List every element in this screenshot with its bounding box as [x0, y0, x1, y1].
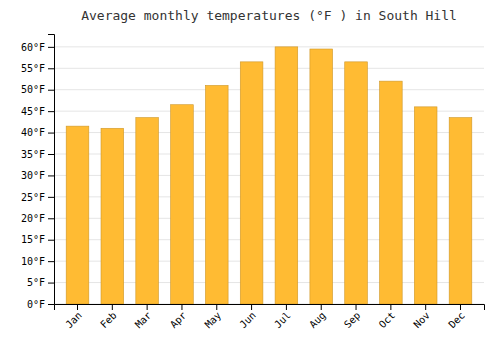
y-tick-mark	[48, 68, 54, 69]
y-tick: 40°F	[21, 127, 54, 138]
bar	[66, 126, 89, 304]
x-tick-label: Sep	[342, 310, 363, 331]
y-tick: 25°F	[21, 192, 54, 203]
x-tick-mark	[460, 304, 461, 310]
y-tick-label: 25°F	[21, 192, 45, 203]
y-tick: 60°F	[21, 42, 54, 53]
bar	[310, 49, 333, 304]
y-tick-mark	[48, 197, 54, 198]
y-tick-label: 30°F	[21, 170, 45, 181]
x-tick-label: Feb	[98, 310, 119, 331]
y-tick-mark	[48, 175, 54, 176]
y-tick-label: 0°F	[27, 299, 45, 310]
x-tick: Mar	[133, 304, 154, 330]
x-tick-label: Oct	[377, 310, 398, 331]
x-tick-mark	[112, 304, 113, 310]
x-tick: Apr	[168, 304, 189, 330]
x-tick-label: Mar	[133, 310, 154, 331]
bar	[205, 85, 228, 304]
x-tick: Dec	[446, 304, 467, 330]
y-tick-mark	[48, 261, 54, 262]
x-tick-label: Dec	[446, 310, 467, 331]
x-tick: Jul	[272, 304, 293, 330]
x-tick-mark	[147, 304, 148, 310]
y-tick: 0°F	[27, 299, 54, 310]
y-tick: 15°F	[21, 234, 54, 245]
y-tick: 35°F	[21, 149, 54, 160]
x-tick: Jan	[63, 304, 84, 330]
x-tick-label: Nov	[411, 310, 432, 331]
x-tick: Feb	[98, 304, 119, 330]
y-tick-mark	[48, 218, 54, 219]
x-tick: Sep	[342, 304, 363, 330]
y-tick: 55°F	[21, 63, 54, 74]
y-tick-label: 20°F	[21, 213, 45, 224]
y-tick-mark	[48, 47, 54, 48]
y-tick-label: 50°F	[21, 84, 45, 95]
y-tick-mark	[48, 133, 54, 134]
x-axis-line	[55, 305, 485, 311]
title: Average monthly temperatures (°F ) in So…	[81, 8, 457, 23]
y-axis: 0°F 5°F 10°F 15°F 20°F 25°F 30°F 35°F 40°F 45°F 50…	[21, 35, 55, 310]
bar	[380, 81, 403, 304]
x-axis: Jan Feb Mar Apr May Jun Jul Aug Sep Oct Nov Dec	[55, 304, 485, 330]
y-tick-mark	[48, 240, 54, 241]
x-tick-label: May	[203, 310, 224, 331]
x-tick-mark	[425, 304, 426, 310]
x-tick-mark	[390, 304, 391, 310]
y-tick: 30°F	[21, 170, 54, 181]
x-tick-label: Aug	[307, 310, 328, 331]
x-tick-mark	[77, 304, 78, 310]
bar	[449, 118, 472, 304]
x-tick-label: Jan	[63, 310, 84, 331]
x-tick: Nov	[411, 304, 432, 330]
y-axis-line	[48, 35, 55, 305]
y-tick: 5°F	[27, 277, 54, 288]
marks	[66, 47, 472, 304]
bar	[275, 47, 298, 304]
y-tick-mark	[48, 154, 54, 155]
grid	[54, 47, 484, 304]
y-tick-label: 5°F	[27, 277, 45, 288]
x-tick-mark	[251, 304, 252, 310]
x-tick-mark	[321, 304, 322, 310]
y-tick-mark	[48, 90, 54, 91]
bar	[136, 118, 159, 304]
x-tick: Aug	[307, 304, 328, 330]
y-tick-label: 40°F	[21, 127, 45, 138]
x-tick-mark	[286, 304, 287, 310]
grid-line	[54, 46, 484, 47]
y-tick-label: 15°F	[21, 234, 45, 245]
y-tick: 10°F	[21, 256, 54, 267]
grid-line	[54, 89, 484, 90]
x-tick-label: Jul	[272, 310, 293, 331]
x-tick-mark	[356, 304, 357, 310]
bar	[171, 105, 194, 304]
bar	[101, 128, 124, 304]
grid-line	[54, 68, 484, 69]
y-tick-mark	[48, 111, 54, 112]
y-tick-label: 60°F	[21, 42, 45, 53]
y-tick: 20°F	[21, 213, 54, 224]
x-tick-label: Jun	[237, 310, 258, 331]
y-tick-mark	[48, 304, 54, 305]
x-tick: May	[203, 304, 224, 330]
x-tick-mark	[216, 304, 217, 310]
bar	[414, 107, 437, 304]
y-tick-label: 35°F	[21, 149, 45, 160]
y-tick-label: 10°F	[21, 256, 45, 267]
y-tick: 50°F	[21, 84, 54, 95]
y-tick-label: 45°F	[21, 106, 45, 117]
x-tick-mark	[181, 304, 182, 310]
y-tick-label: 55°F	[21, 63, 45, 74]
y-tick-mark	[48, 283, 54, 284]
x-tick-label: Apr	[168, 310, 189, 331]
x-tick: Oct	[377, 304, 398, 330]
chart: Jan Feb Mar Apr May Jun Jul Aug Sep Oct Nov Dec 0°F 5…	[0, 0, 500, 350]
x-tick: Jun	[237, 304, 258, 330]
y-tick: 45°F	[21, 106, 54, 117]
plot: Jan Feb Mar Apr May Jun Jul Aug Sep Oct Nov Dec 0°F 5…	[21, 35, 485, 331]
bar	[345, 62, 368, 304]
bar	[240, 62, 263, 304]
